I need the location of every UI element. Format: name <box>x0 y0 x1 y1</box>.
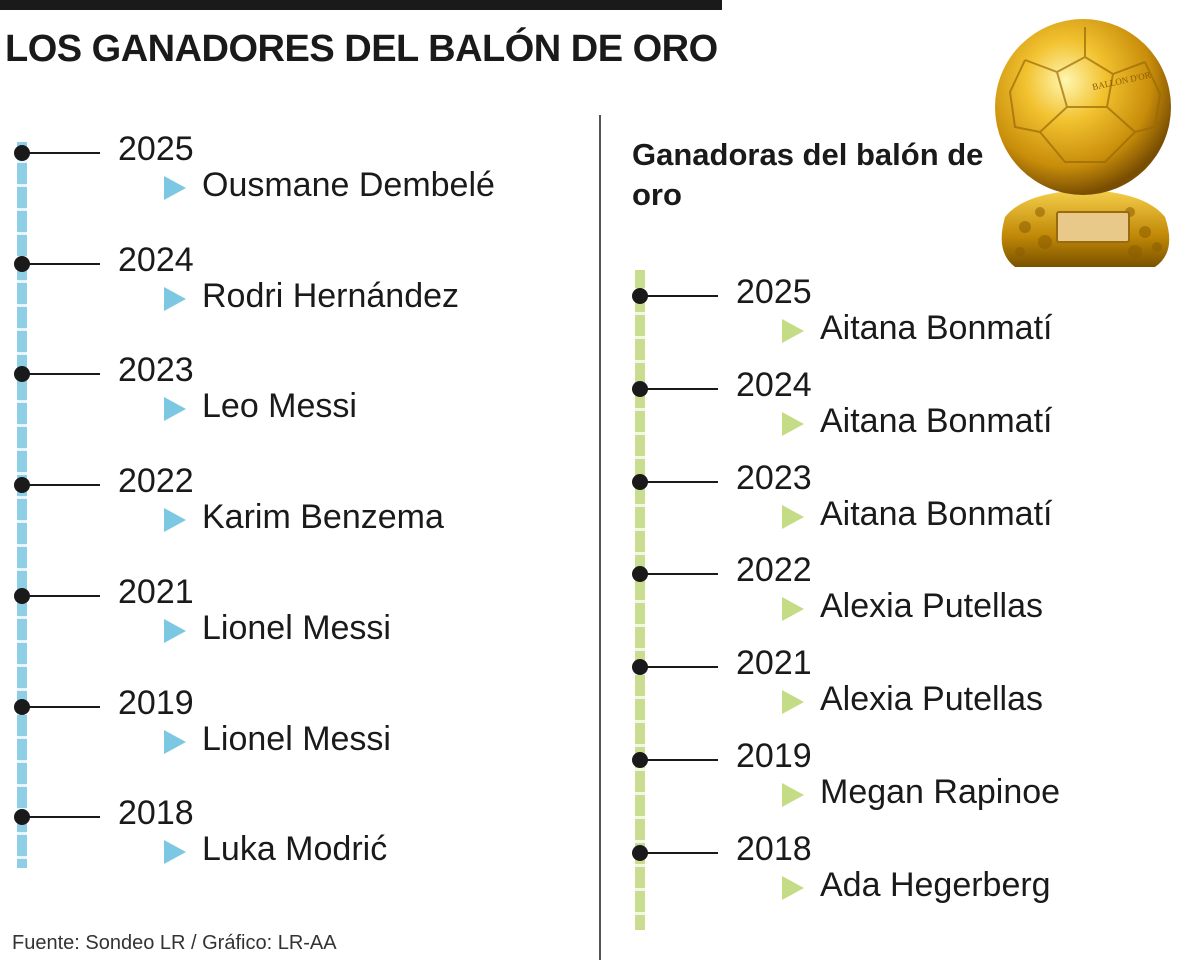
year-label: 2018 <box>736 829 812 868</box>
timeline-dot <box>14 698 30 715</box>
arrow-icon <box>782 783 804 807</box>
timeline-connector <box>22 373 100 376</box>
year-label: 2022 <box>118 462 194 501</box>
year-label: 2021 <box>118 572 194 611</box>
arrow-icon <box>782 875 804 900</box>
winner-name: Luka Modrić <box>202 830 388 869</box>
arrow-icon <box>164 840 186 865</box>
year-label: 2025 <box>736 273 812 311</box>
arrow-icon <box>782 411 804 436</box>
timeline-connector <box>22 484 100 487</box>
timeline-connector <box>22 152 100 154</box>
winner-name: Aitana Bonmatí <box>820 309 1053 347</box>
arrow-icon <box>164 286 186 311</box>
year-label: 2019 <box>118 683 194 722</box>
timeline-dot <box>632 288 648 304</box>
winner-name: Ada Hegerberg <box>820 865 1051 904</box>
arrow-icon <box>164 618 186 643</box>
timeline-dot <box>14 477 30 494</box>
timeline-dot <box>632 566 648 583</box>
winner-name: Leo Messi <box>202 387 357 426</box>
timeline-dot <box>14 587 30 604</box>
timeline-connector <box>640 759 718 761</box>
year-label: 2023 <box>736 458 812 497</box>
timeline-connector <box>640 573 718 576</box>
timeline-dot <box>14 145 30 161</box>
women-timeline-rail <box>635 270 645 930</box>
year-label: 2019 <box>736 737 812 775</box>
year-label: 2021 <box>736 644 812 683</box>
timeline-connector <box>640 666 718 669</box>
winner-name: Karim Benzema <box>202 498 444 537</box>
timeline-connector <box>640 295 718 297</box>
winner-name: Alexia Putellas <box>820 587 1044 626</box>
women-section-title: Ganadoras del balón de oro <box>632 137 984 212</box>
timeline-connector <box>640 387 718 390</box>
arrow-icon <box>782 319 804 343</box>
timeline-connector <box>22 262 100 265</box>
timeline-connector <box>22 594 100 597</box>
year-label: 2023 <box>118 351 194 390</box>
timeline-dot <box>14 809 30 826</box>
winner-name: Rodri Hernández <box>202 276 460 315</box>
winner-name: Lionel Messi <box>202 608 391 647</box>
column-divider <box>599 115 601 960</box>
timeline-dot <box>632 752 648 768</box>
winner-name: Aitana Bonmatí <box>820 401 1053 440</box>
year-label: 2018 <box>118 794 194 833</box>
top-rule <box>0 0 722 10</box>
timeline-connector <box>640 480 718 483</box>
timeline-dot <box>632 380 648 397</box>
timeline-connector <box>640 851 718 854</box>
year-label: 2024 <box>118 240 194 279</box>
arrow-icon <box>164 508 186 533</box>
timeline-dot <box>632 473 648 490</box>
year-label: 2022 <box>736 551 812 590</box>
year-label: 2025 <box>118 130 194 168</box>
arrow-icon <box>782 690 804 715</box>
winner-name: Lionel Messi <box>202 719 391 758</box>
timeline-dot <box>14 366 30 383</box>
arrow-icon <box>164 729 186 754</box>
arrow-icon <box>164 397 186 422</box>
timeline-connector <box>22 816 100 819</box>
source-footer: Fuente: Sondeo LR / Gráfico: LR-AA <box>12 932 337 954</box>
year-label: 2024 <box>736 365 812 404</box>
men-timeline-rail <box>17 142 27 868</box>
arrow-icon <box>782 504 804 529</box>
timeline-dot <box>632 844 648 861</box>
timeline-dot <box>14 255 30 272</box>
winner-name: Megan Rapinoe <box>820 773 1061 811</box>
arrow-icon <box>782 597 804 622</box>
winner-name: Alexia Putellas <box>820 680 1044 719</box>
winner-name: Aitana Bonmatí <box>820 494 1053 533</box>
winner-name: Ousmane Dembelé <box>202 166 495 204</box>
arrow-icon <box>164 176 186 200</box>
timeline-dot <box>632 659 648 676</box>
ballon-dor-trophy-icon: BALLON D'OR <box>995 19 1171 267</box>
page-title: LOS GANADORES DEL BALÓN DE ORO <box>5 28 718 70</box>
timeline-connector <box>22 705 100 708</box>
